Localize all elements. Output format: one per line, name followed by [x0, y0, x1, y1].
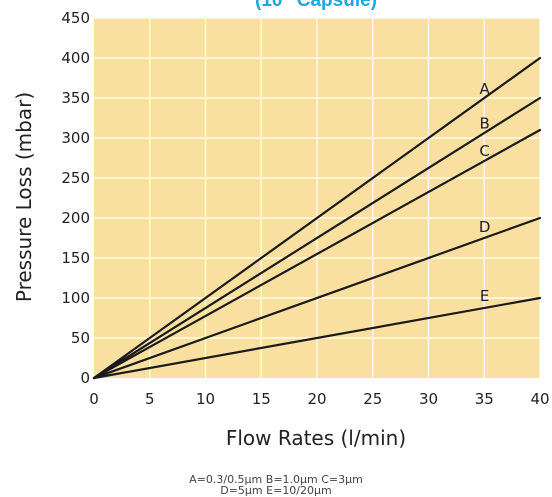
series-labels: ABC D E: [479, 80, 491, 305]
x-tick-label-5: 5: [145, 390, 155, 408]
series-line-C: [92, 128, 542, 380]
x-tick-label-10: 10: [196, 390, 215, 408]
y-tick-label-450: 450: [61, 9, 90, 27]
series-lines: [92, 56, 542, 380]
filter-legend-line-1: A=0.3/0.5µm B=1.0µm C=3µm: [189, 473, 363, 486]
y-tick-label-400: 400: [61, 49, 90, 67]
series-label-C: C: [479, 142, 489, 160]
y-axis-title: Pressure Loss (mbar): [12, 92, 36, 302]
series-line-B: [92, 96, 542, 380]
x-tick-label-25: 25: [363, 390, 382, 408]
series-line-D: [92, 216, 542, 380]
filter-legend-line-2: D=5µm E=10/20µm: [220, 484, 332, 497]
series-label-A: A: [480, 80, 491, 98]
x-tick-label-20: 20: [307, 390, 326, 408]
y-tick-label-300: 300: [61, 129, 90, 147]
tick-labels: 0 5 10 15 20 25 30 35 40050100150200250300350400…: [61, 9, 549, 408]
y-tick-label-350: 350: [61, 89, 90, 107]
y-tick-label-0: 0: [80, 369, 90, 387]
y-tick-label-150: 150: [61, 249, 90, 267]
series-label-D: D: [479, 218, 491, 236]
x-tick-label-35: 35: [475, 390, 494, 408]
y-tick-label-200: 200: [61, 209, 90, 227]
series-label-B: B: [480, 115, 490, 133]
x-tick-label-15: 15: [252, 390, 271, 408]
x-tick-label-30: 30: [419, 390, 438, 408]
x-tick-label-40: 40: [530, 390, 549, 408]
series-line-A: [92, 56, 542, 380]
series-line-E: [92, 296, 542, 380]
series-label-E: E: [480, 287, 489, 305]
chart-title: (10" Capsule): [255, 0, 377, 11]
y-tick-label-100: 100: [61, 289, 90, 307]
x-axis-title: Flow Rates (l/min): [226, 426, 406, 450]
x-tick-label-0: 0: [89, 390, 99, 408]
y-tick-label-250: 250: [61, 169, 90, 187]
y-tick-label-50: 50: [71, 329, 90, 347]
